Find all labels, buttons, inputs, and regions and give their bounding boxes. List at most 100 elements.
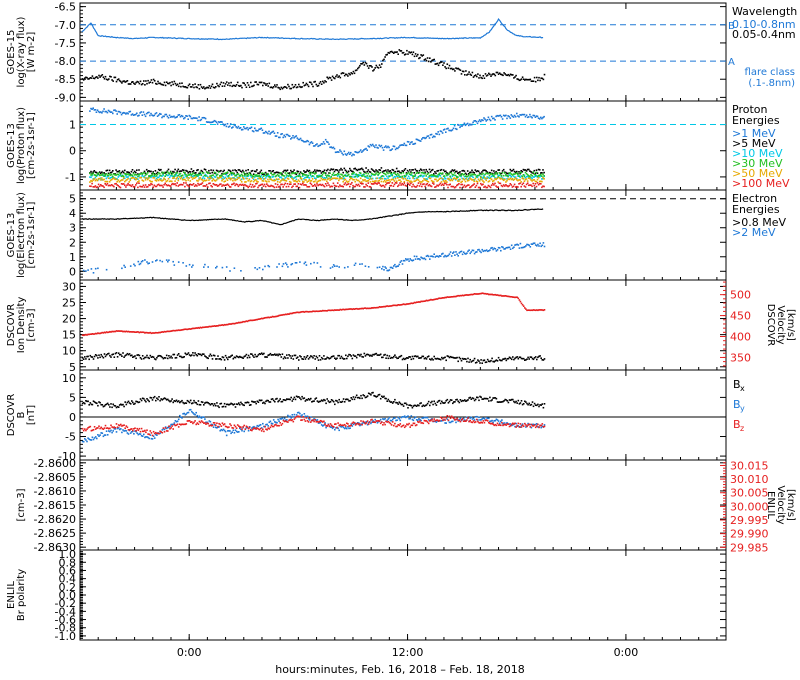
- data-point: [514, 401, 516, 404]
- data-point: [311, 171, 314, 174]
- data-point: [354, 167, 356, 170]
- data-point: [398, 170, 400, 172]
- data-point: [90, 356, 93, 358]
- data-point: [518, 175, 520, 177]
- data-point: [413, 177, 415, 180]
- data-point: [334, 309, 336, 311]
- data-point: [155, 172, 158, 175]
- y2-tick-label: 350: [730, 351, 751, 364]
- data-point: [121, 267, 123, 270]
- data-point: [173, 115, 175, 118]
- data-point: [247, 128, 249, 131]
- data-point: [126, 352, 129, 355]
- data-point: [152, 78, 155, 81]
- data-point: [442, 297, 444, 299]
- data-point: [358, 168, 361, 171]
- data-point: [164, 357, 167, 359]
- data-point: [406, 140, 409, 143]
- data-point: [515, 356, 517, 359]
- data-point: [102, 185, 104, 187]
- data-point: [122, 175, 125, 178]
- data-point: [195, 353, 197, 356]
- data-point: [283, 178, 285, 181]
- data-point: [206, 86, 208, 89]
- data-point: [186, 328, 189, 331]
- data-point: [105, 430, 108, 432]
- data-point: [248, 86, 251, 88]
- data-point: [211, 83, 214, 86]
- data-point: [188, 185, 191, 188]
- data-point: [464, 74, 466, 76]
- data-point: [104, 174, 106, 176]
- data-point: [108, 169, 111, 172]
- data-point: [437, 256, 440, 258]
- data-point: [174, 168, 176, 171]
- data-point: [295, 357, 298, 359]
- data-point: [505, 399, 508, 401]
- data-point: [312, 170, 315, 173]
- data-point: [459, 69, 462, 71]
- data-point: [286, 87, 288, 89]
- data-point: [382, 184, 385, 187]
- data-point: [397, 185, 399, 188]
- data-point: [333, 170, 336, 173]
- data-point: [315, 83, 318, 86]
- data-point: [304, 174, 306, 176]
- data-point: [126, 112, 128, 114]
- data-point: [496, 249, 499, 251]
- data-point: [142, 184, 145, 187]
- data-point: [106, 169, 109, 172]
- data-point: [418, 171, 421, 174]
- data-point: [246, 172, 248, 175]
- data-point: [231, 322, 233, 325]
- data-point: [211, 171, 213, 174]
- data-point: [331, 355, 334, 358]
- data-point: [235, 174, 237, 177]
- data-point: [372, 391, 374, 394]
- data-point: [349, 153, 351, 155]
- data-point: [525, 114, 528, 116]
- data-point: [217, 355, 219, 357]
- data-point: [496, 401, 499, 403]
- data-point: [204, 185, 207, 187]
- data-point: [473, 252, 476, 255]
- data-point: [188, 170, 191, 173]
- data-point: [504, 172, 506, 174]
- data-point: [412, 259, 415, 261]
- data-point: [407, 407, 409, 409]
- data-point: [276, 353, 278, 356]
- data-point: [248, 185, 251, 188]
- data-point: [85, 270, 87, 272]
- data-point: [304, 358, 307, 360]
- data-point: [433, 298, 435, 301]
- data-point: [322, 184, 325, 187]
- data-point: [500, 73, 502, 76]
- data-point: [100, 174, 102, 176]
- data-point: [171, 398, 173, 400]
- data-point: [430, 179, 433, 182]
- data-point: [299, 177, 302, 180]
- data-point: [116, 178, 118, 180]
- data-point: [433, 183, 435, 185]
- data-point: [533, 173, 536, 176]
- data-point: [146, 354, 148, 357]
- data-point: [271, 87, 274, 89]
- data-point: [518, 247, 521, 249]
- data-point: [126, 173, 128, 176]
- data-point: [294, 135, 296, 138]
- data-point: [244, 181, 246, 183]
- data-point: [209, 404, 212, 406]
- data-point: [145, 80, 147, 82]
- data-point: [94, 171, 97, 173]
- data-point: [441, 183, 444, 185]
- data-point: [142, 175, 145, 178]
- data-point: [274, 400, 276, 403]
- data-point: [512, 116, 515, 118]
- data-point: [503, 72, 505, 74]
- data-point: [370, 178, 373, 180]
- data-point: [198, 327, 201, 329]
- data-point: [117, 406, 120, 408]
- data-point: [247, 401, 250, 404]
- data-point: [487, 116, 490, 119]
- data-point: [285, 174, 288, 176]
